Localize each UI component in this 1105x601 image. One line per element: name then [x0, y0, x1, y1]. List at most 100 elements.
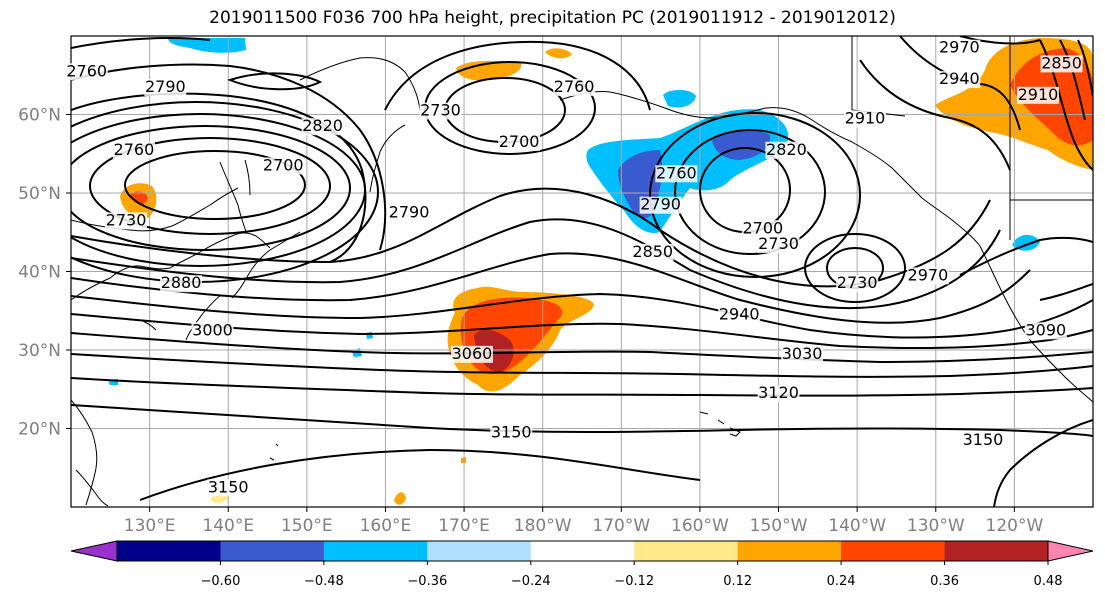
colorbar-tick-label: −0.24: [511, 574, 551, 589]
contour-label-bg: [1016, 86, 1059, 104]
contour-label: 2790: [640, 195, 681, 214]
contour-label: 2940: [939, 69, 980, 88]
colorbar-segment: [737, 541, 842, 561]
contour-label-bg: [498, 133, 541, 151]
lon-tick-label: 170°E: [438, 516, 490, 536]
colorbar-segment: [634, 541, 739, 561]
contour-label-bg: [262, 157, 305, 175]
contour-label: 2820: [302, 116, 343, 135]
lat-tick-label: 40°N: [18, 263, 61, 283]
contour-label-bg: [961, 432, 1004, 450]
contour-label-bg: [207, 479, 250, 497]
lat-tick-label: 30°N: [18, 341, 61, 361]
contour-label: 2760: [656, 163, 697, 182]
contour-label: 2700: [499, 132, 540, 151]
contour-label-bg: [631, 243, 674, 261]
colorbar-segment: [841, 541, 946, 561]
contour-label: 2760: [554, 77, 595, 96]
contour-label: 3150: [491, 422, 532, 441]
contour-label: 2700: [263, 155, 304, 174]
lon-tick-label: 120°W: [986, 516, 1044, 536]
latitude-labels: 60°N 50°N 40°N 30°N 20°N: [18, 106, 61, 440]
contour-label-bg: [938, 71, 981, 89]
lon-tick-label: 160°E: [360, 516, 412, 536]
colorbar-segment: [944, 541, 1049, 561]
contour-label-bg: [718, 306, 761, 324]
contour-label: 2820: [766, 140, 807, 159]
lon-tick-label: 130°E: [124, 516, 176, 536]
contour-label: 3060: [452, 344, 493, 363]
lon-tick-label: 130°W: [907, 516, 965, 536]
contour-label-bg: [388, 204, 431, 222]
colorbar-tick-label: −0.36: [407, 574, 447, 589]
lon-tick-label: 180°W: [514, 516, 572, 536]
axis-ticks: [66, 114, 1015, 512]
colorbar-tick-label: 0.12: [723, 574, 752, 589]
colorbar-segment: [530, 541, 635, 561]
contour-label: 2700: [742, 218, 783, 237]
lon-tick-label: 140°E: [202, 516, 254, 536]
colorbar-tick-label: 0.48: [1034, 574, 1063, 589]
contour-label: 2790: [389, 203, 430, 222]
contour-label-bg: [450, 345, 493, 363]
contour-label-bg: [490, 424, 533, 442]
contour-label-bg: [1024, 322, 1067, 340]
colorbar: [70, 540, 1094, 562]
contour-label-bg: [112, 141, 155, 159]
colorbar-tick-label: −0.60: [201, 574, 241, 589]
colorbar-tick-label: 0.24: [827, 574, 856, 589]
contour-label: 2970: [908, 265, 949, 284]
contour-label-bg: [144, 78, 187, 96]
lon-tick-label: 160°W: [671, 516, 729, 536]
contour-label: 2730: [758, 234, 799, 253]
contour-label-bg: [65, 63, 108, 81]
precip-negative-region: [663, 89, 696, 108]
colorbar-extend-max: [1047, 540, 1094, 562]
contour-label: 2760: [114, 140, 155, 159]
contour-label: 3120: [758, 383, 799, 402]
colorbar-extend-min: [70, 540, 118, 562]
contour-label-bg: [301, 118, 344, 136]
precip-negative-region: [168, 38, 246, 53]
contour-label: 2910: [845, 108, 886, 127]
contour-label-bg: [191, 322, 234, 340]
precip-positive-region: [394, 492, 406, 505]
contour-label: 3000: [192, 320, 233, 339]
contour-label-bg: [781, 345, 824, 363]
contour-label-bg: [639, 196, 682, 214]
lat-tick-label: 20°N: [18, 420, 61, 440]
contour-label-bg: [160, 275, 203, 293]
colorbar-segment: [323, 541, 428, 561]
contour-label-bg: [655, 165, 698, 183]
contour-label: 2880: [161, 273, 202, 292]
contour-label-bg: [938, 39, 981, 57]
contour-label-bg: [757, 235, 800, 253]
lat-tick-label: 50°N: [18, 184, 61, 204]
colorbar-tick-labels: −0.60 −0.48 −0.36 −0.24 −0.12 0.12 0.24 0.36 0.4…: [201, 561, 1063, 589]
contour-label: 3150: [208, 477, 249, 496]
lon-tick-label: 140°W: [828, 516, 886, 536]
precip-positive-region: [461, 457, 466, 463]
contour-label-bg: [844, 110, 887, 128]
colorbar-tick-label: −0.48: [304, 574, 344, 589]
contour-label: 2850: [1041, 53, 1082, 72]
contour-label: 2940: [719, 305, 760, 324]
contour-label: 2790: [145, 77, 186, 96]
contour-label: 3090: [1025, 320, 1066, 339]
contour-label: 2730: [106, 210, 147, 229]
colorbar-tick-label: −0.12: [614, 574, 654, 589]
contour-label-bg: [553, 78, 596, 96]
lon-tick-label: 170°W: [592, 516, 650, 536]
lon-tick-label: 150°W: [750, 516, 808, 536]
height-contours: [71, 36, 1093, 507]
contour-label-bg: [105, 212, 148, 230]
contour-label: 2730: [420, 101, 461, 120]
contour-label: 2910: [1018, 85, 1059, 104]
map-title: 2019011500 F036 700 hPa height, precipit…: [209, 8, 896, 28]
contour-label-bg: [741, 220, 784, 238]
contour-label: 3150: [963, 430, 1004, 449]
colorbar-segment: [220, 541, 325, 561]
contour-label: 2970: [939, 38, 980, 57]
colorbar-segment: [427, 541, 532, 561]
longitude-labels: 130°E 140°E 150°E 160°E 170°E 180°W 170°W 160°W…: [124, 516, 1044, 536]
